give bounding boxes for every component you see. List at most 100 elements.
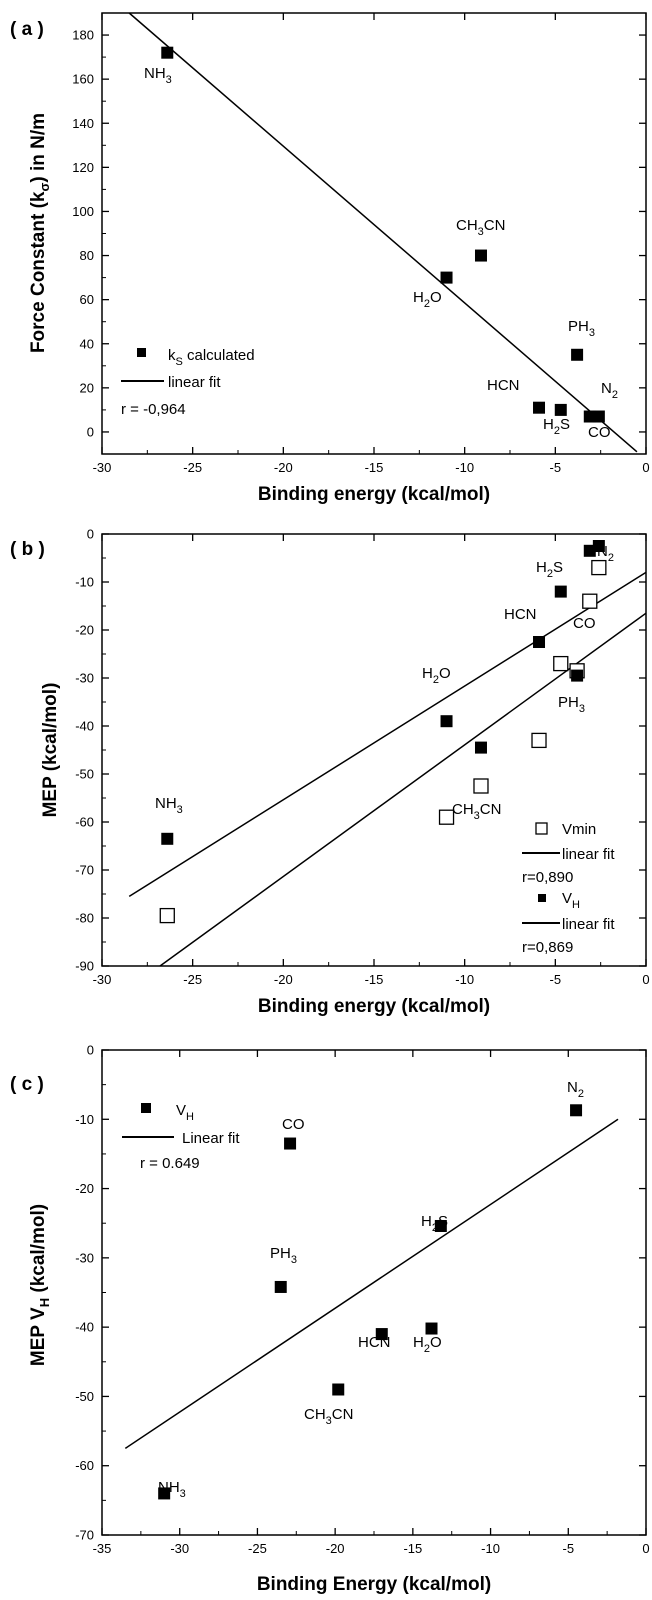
y-tick-label: -30 (75, 671, 94, 686)
panel-b-legend-fit-2: linear fit (562, 916, 615, 933)
y-tick-label: -60 (75, 1458, 94, 1473)
y-tick-label: -50 (75, 767, 94, 782)
point-h2o (440, 271, 453, 284)
y-tick-label: -40 (75, 1320, 94, 1335)
point-nh3 (161, 832, 174, 845)
x-tick-label: 0 (642, 972, 649, 987)
panel-c-label-h2s: H2S (421, 1213, 448, 1234)
y-tick-label: -70 (75, 1528, 94, 1543)
point-h2s-vmin (553, 655, 569, 672)
point-h2o-vmin (438, 809, 455, 825)
panel-a-fit-line (128, 12, 638, 453)
panel-c-legend-filled-square (141, 1103, 151, 1113)
x-tick-label: -15 (365, 460, 384, 475)
y-tick-label: 0 (87, 527, 94, 542)
panel-a-label-h2s: H2S (543, 416, 570, 437)
x-tick-label: -35 (93, 1541, 112, 1556)
point-n2-vmin (591, 559, 607, 576)
panel-a-legend-r: r = -0,964 (121, 401, 186, 418)
x-tick-label: -20 (274, 972, 293, 987)
panel-b-label-h2o: H2O (422, 665, 451, 686)
panel-a-label-ph3: PH3 (568, 318, 595, 339)
panel-c-label-ph3: PH3 (270, 1245, 297, 1266)
panel-b-axis-ticks: -30 -25 -20 -15 -10 -5 00-10-20-30-40-50-60-70… (75, 527, 649, 988)
point-nh3 (161, 46, 174, 59)
x-tick-label: -5 (550, 972, 562, 987)
point-co (284, 1137, 297, 1150)
point-n2 (592, 540, 605, 552)
panel-a-axis-ticks: -30 -25 -20 -15 -10 -5 0 0 20 40 60 80 100 120 140 160 1… (72, 13, 650, 475)
panel-a-points (161, 46, 605, 423)
panel-b-label-ch3cn: CH3CN (452, 801, 501, 822)
panel-b-label-ph3: PH3 (558, 694, 585, 715)
panel-c-frame (101, 1049, 647, 1536)
panel-a-label-hcn: HCN (487, 377, 520, 394)
panel-b-legend-vmin: Vmin (562, 821, 596, 838)
point-ch3cn (474, 249, 487, 262)
panel-a-legend-fit: linear fit (168, 374, 221, 391)
y-tick-label: 180 (72, 28, 94, 43)
x-tick-label: -25 (248, 1541, 267, 1556)
panel-c-legend-vh: VH (176, 1102, 194, 1123)
y-tick-label: 40 (80, 336, 94, 351)
panel-a-label-h2o: H2O (413, 289, 442, 310)
point-co-vmin (582, 593, 598, 609)
x-tick-label: -25 (183, 460, 202, 475)
y-tick-label: 100 (72, 204, 94, 219)
panel-c-ylabel: MEP VH (kcal/mol) (28, 1204, 52, 1366)
point-hcn (375, 1328, 388, 1341)
panel-b-fit-line-vh (128, 571, 647, 898)
y-tick-label: -40 (75, 719, 94, 734)
panel-a-label-n2: N2 (601, 380, 618, 401)
panel-a-legend-filled-square (137, 348, 146, 357)
panel-b-points (159, 540, 607, 924)
point-ch3cn (474, 741, 487, 754)
point-co (583, 410, 596, 423)
panel-a-legend-ks: kS calculated (168, 347, 255, 368)
x-tick-label: -5 (563, 1541, 575, 1556)
panel-a-xlabel: Binding energy (kcal/mol) (258, 484, 490, 505)
panel-b-legend-fit-1: linear fit (562, 846, 615, 863)
point-co (583, 544, 596, 557)
panel-a: -30 -25 -20 -15 -10 -5 0 0 20 40 60 80 100 120 140 160 1… (10, 12, 650, 505)
panel-b-legend-r2: r=0,869 (522, 939, 573, 956)
point-h2s (554, 403, 567, 416)
panel-b-legend-open-square (535, 822, 548, 835)
x-tick-label: -25 (183, 972, 202, 987)
point-ch3cn-vmin (473, 778, 489, 794)
x-tick-label: 0 (642, 1541, 649, 1556)
point-n2 (592, 410, 605, 423)
panel-b-xlabel: Binding energy (kcal/mol) (258, 996, 490, 1017)
panel-c-axis-ticks: -35 -30 -25 -20 -15 -10 -5 00-10-20-30-40-50-60… (75, 1043, 649, 1557)
panel-b: -30 -25 -20 -15 -10 -5 00-10-20-30-40-50-60-70… (10, 527, 650, 1018)
x-tick-label: -10 (455, 460, 474, 475)
y-tick-label: 80 (80, 248, 94, 263)
y-tick-label: 0 (87, 1043, 94, 1058)
x-tick-label: -30 (93, 460, 112, 475)
y-tick-label: -90 (75, 959, 94, 974)
y-tick-label: -80 (75, 911, 94, 926)
point-nh3 (158, 1487, 171, 1500)
x-tick-label: -15 (403, 1541, 422, 1556)
point-hcn (533, 636, 546, 648)
panel-b-ylabel: MEP (kcal/mol) (40, 683, 61, 818)
point-ph3 (274, 1280, 287, 1293)
panel-b-label-co: CO (573, 615, 596, 632)
point-h2s (554, 585, 567, 598)
panel-a-label: ( a ) (10, 19, 44, 40)
panel-c-points (158, 1104, 583, 1500)
y-tick-label: 160 (72, 72, 94, 87)
x-tick-label: -10 (481, 1541, 500, 1556)
panel-c-label-nh3: NH3 (158, 1479, 186, 1500)
panel-c-xlabel: Binding Energy (kcal/mol) (257, 1574, 491, 1595)
point-ch3cn (332, 1383, 345, 1396)
panel-c-label-ch3cn: CH3CN (304, 1406, 353, 1427)
panel-a-label-nh3: NH3 (144, 65, 172, 86)
panel-a-label-co: CO (588, 424, 611, 441)
panel-c-fit-line (124, 1118, 619, 1450)
y-tick-label: 20 (80, 380, 94, 395)
point-ph3 (571, 669, 584, 682)
panel-c-label-n2: N2 (567, 1079, 584, 1100)
panel-c: -35 -30 -25 -20 -15 -10 -5 00-10-20-30-40-50-60… (10, 1043, 650, 1596)
x-tick-label: -30 (93, 972, 112, 987)
